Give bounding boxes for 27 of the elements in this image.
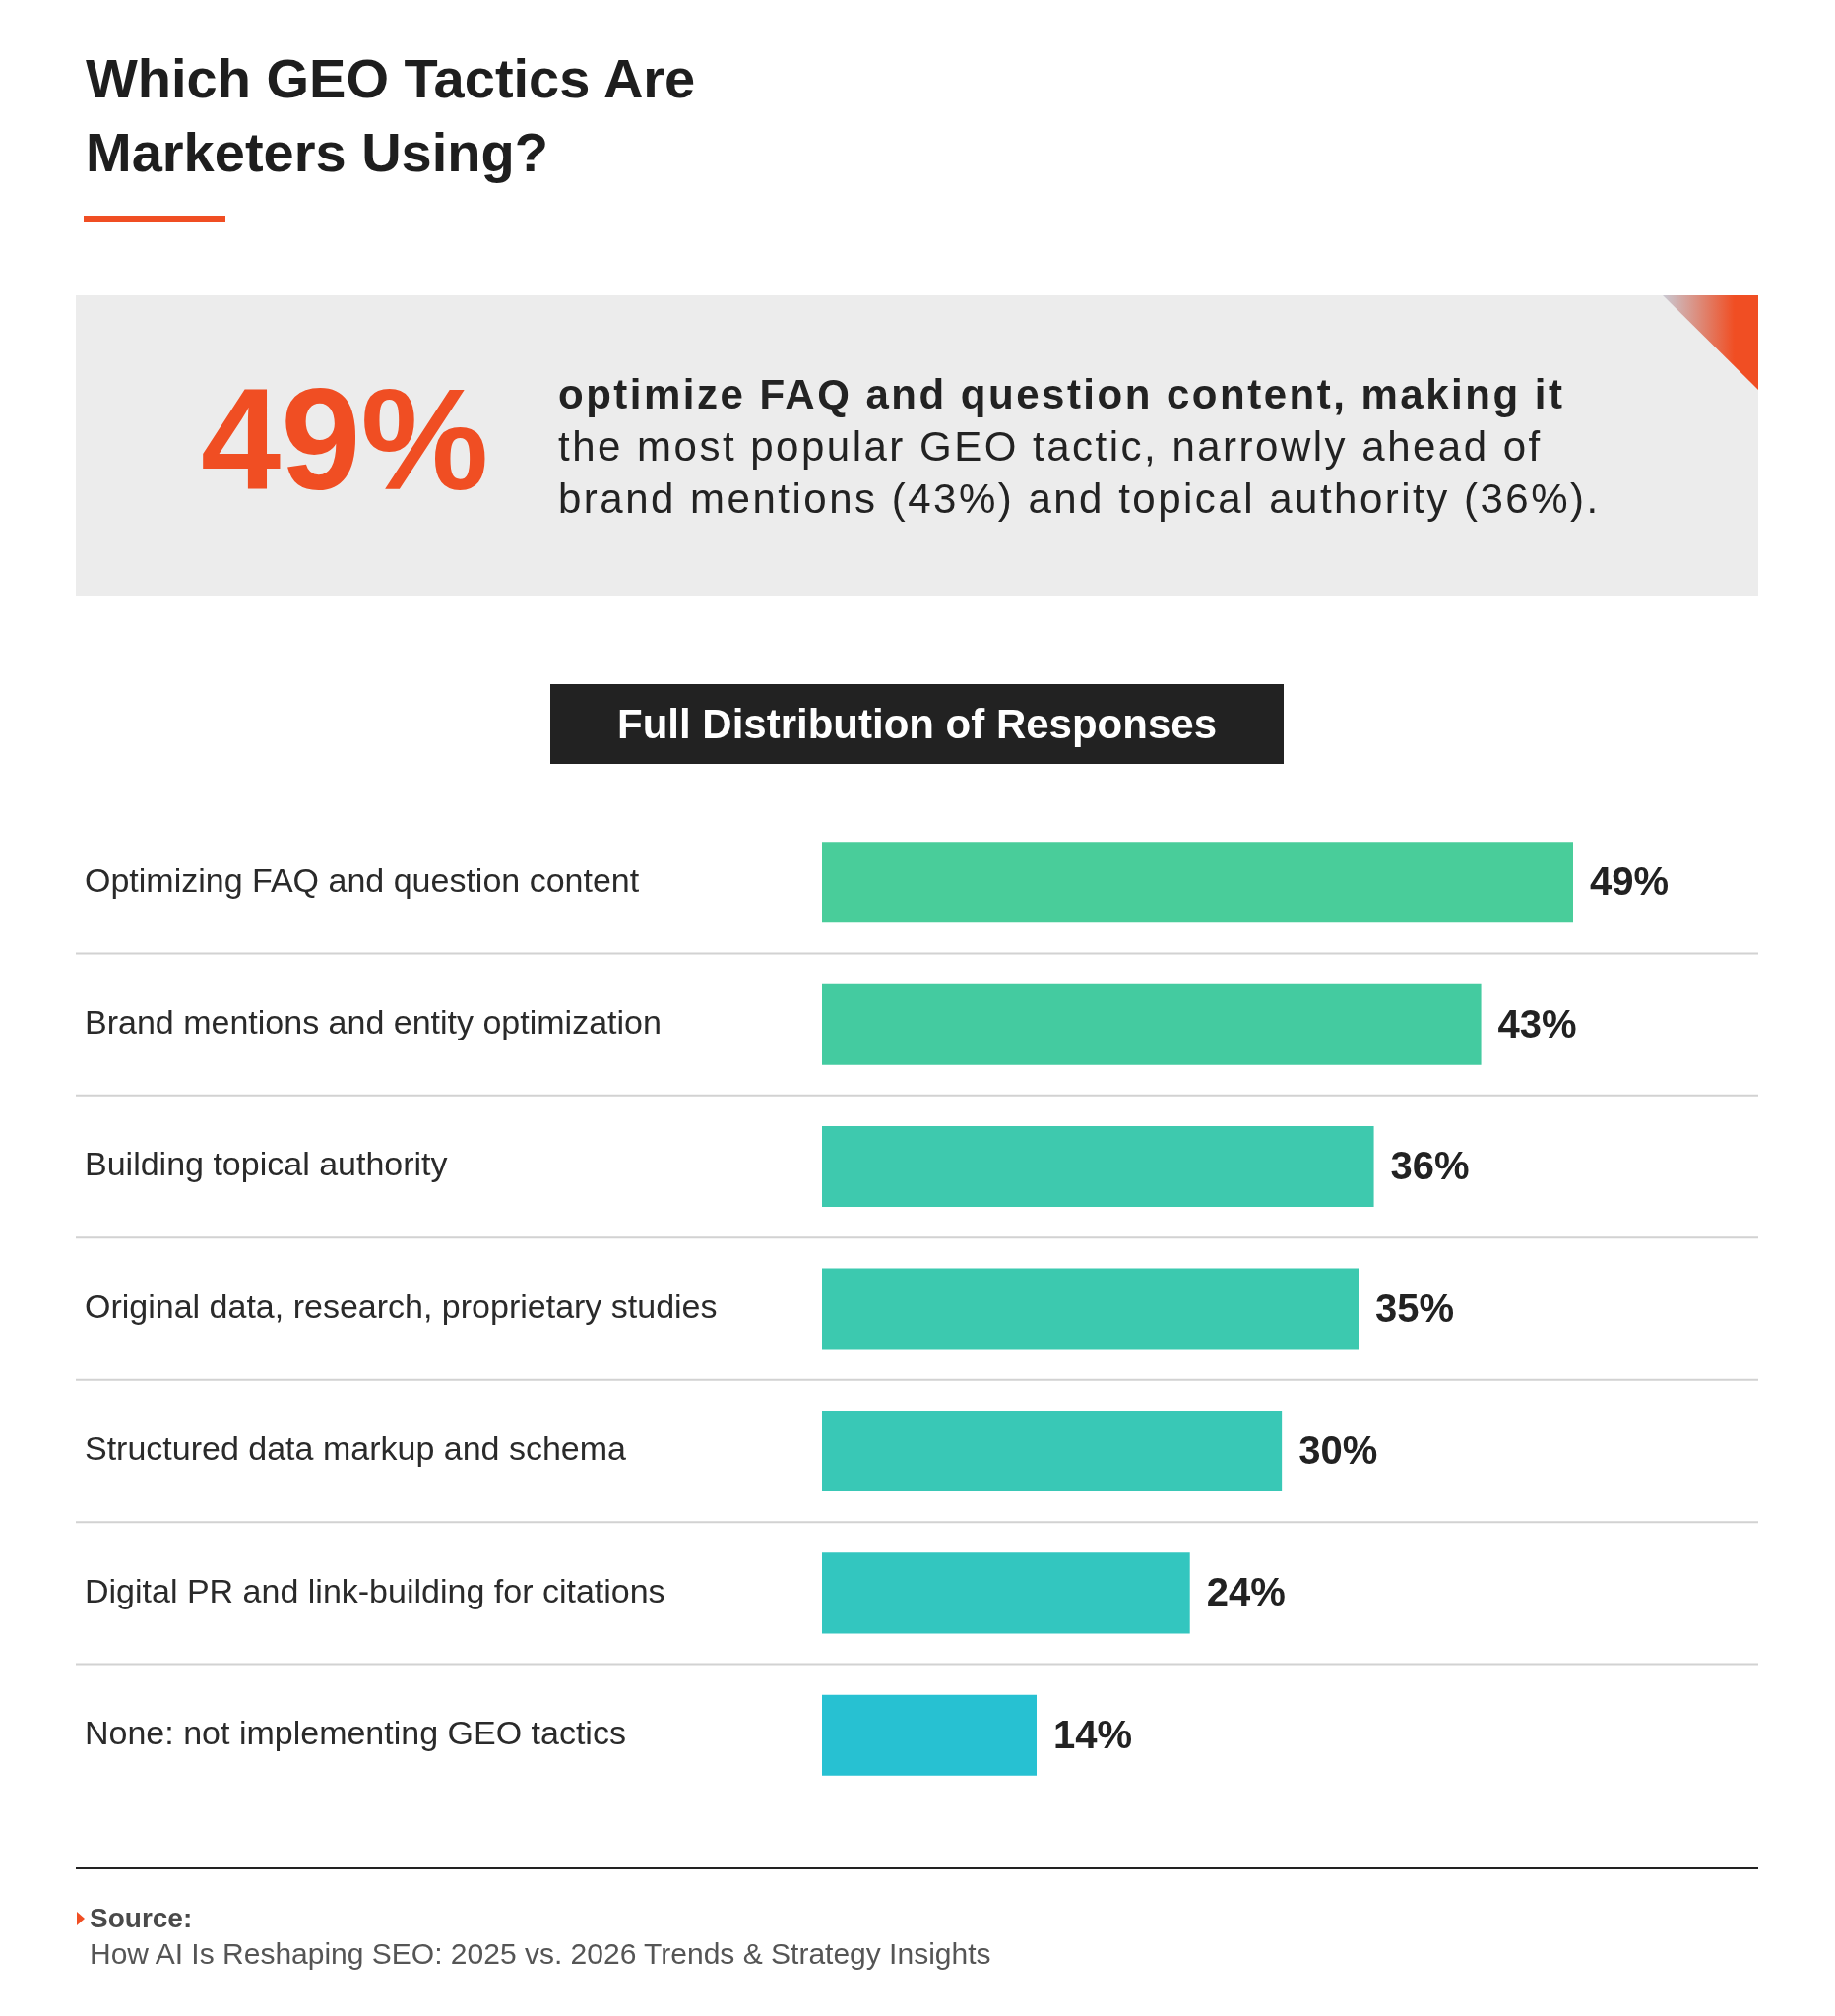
data-label: 24% xyxy=(1206,1570,1286,1614)
bar xyxy=(822,1268,1359,1350)
bar xyxy=(822,842,1573,923)
data-label: 30% xyxy=(1298,1427,1378,1472)
data-label: 36% xyxy=(1390,1144,1470,1188)
data-label: 14% xyxy=(1053,1712,1133,1756)
y-tick-label: Optimizing FAQ and question content xyxy=(85,860,640,899)
bar xyxy=(822,1694,1037,1776)
bar xyxy=(822,1410,1283,1491)
y-tick-label: Original data, research, proprietary studies xyxy=(85,1287,718,1325)
text: 49% xyxy=(201,359,489,520)
data-label: 49% xyxy=(1590,859,1670,904)
bar xyxy=(822,1126,1374,1208)
y-tick-label: Brand mentions and entity optimization xyxy=(85,1003,662,1041)
y-tick-label: Structured data markup and schema xyxy=(85,1429,627,1468)
bar xyxy=(822,983,1482,1065)
text: optimize FAQ and question content, making it the most popular GEO tactic, narrowly ahead of brand mentions (43%) and topical authority (36%). xyxy=(558,370,1602,524)
data-label: 43% xyxy=(1497,1001,1577,1045)
data-label: 35% xyxy=(1375,1286,1455,1330)
y-tick-label: Digital PR and link-building for citations xyxy=(85,1571,665,1609)
y-tick-label: None: not implementing GEO tactics xyxy=(85,1714,626,1752)
text: How AI Is Reshaping SEO: 2025 vs. 2026 Trends & Strategy Insights xyxy=(90,1936,991,1972)
chart-subtitle: Full Distribution of Responses xyxy=(550,684,1284,764)
y-tick-label: Building topical authority xyxy=(85,1145,448,1183)
source-note: Source: xyxy=(90,1902,193,1935)
chart-title: Which GEO Tactics Are Marketers Using? xyxy=(86,46,697,185)
bar xyxy=(822,1552,1190,1634)
